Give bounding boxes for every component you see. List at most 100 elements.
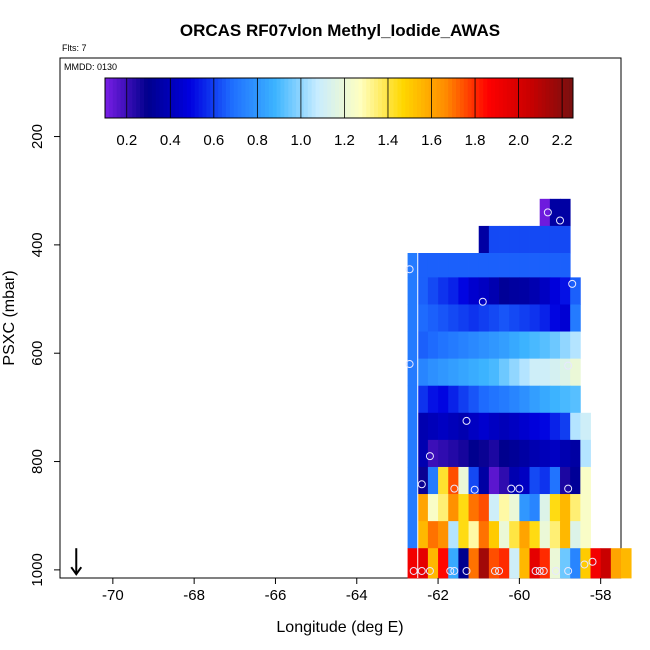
- colorbar-tick-label: 0.6: [203, 132, 224, 149]
- colorbar-swatch: [510, 78, 515, 118]
- colorbar-swatch: [335, 78, 340, 118]
- colorbar-swatch: [147, 78, 153, 118]
- colorbar-tick-label: 0.4: [160, 132, 181, 149]
- heat-cell: [488, 277, 500, 305]
- colorbar-swatch: [288, 78, 293, 118]
- heat-cell: [417, 331, 429, 360]
- colorbar-tick-label: 1.8: [465, 132, 486, 149]
- heat-cell: [427, 253, 439, 278]
- colorbar-swatch: [249, 78, 254, 118]
- x-tick-label: -68: [183, 587, 205, 604]
- heat-cell: [570, 331, 581, 360]
- plot-frame: [59, 57, 622, 579]
- colorbar-swatch: [534, 78, 539, 118]
- heat-cell: [468, 548, 480, 579]
- heat-cell: [549, 225, 561, 254]
- colorbar-swatch: [339, 78, 344, 118]
- heat-cell: [417, 494, 429, 522]
- heat-cell: [438, 277, 449, 305]
- heat-cell: [448, 548, 459, 579]
- heat-cell: [570, 439, 581, 468]
- heat-cell: [549, 494, 561, 522]
- heat-cell: [448, 412, 459, 441]
- heat-cell: [549, 412, 561, 441]
- sample-marker: [568, 279, 577, 288]
- heat-cell: [509, 548, 520, 579]
- heat-cell: [488, 548, 500, 579]
- x-tick-label: -60: [509, 587, 531, 604]
- colorbar-swatch: [155, 78, 161, 118]
- sample-marker: [539, 566, 548, 575]
- heat-cell: [407, 412, 419, 441]
- heat-cell: [458, 385, 469, 414]
- heat-cell: [509, 385, 520, 414]
- heat-cell: [448, 466, 459, 495]
- heat-cell: [549, 439, 561, 468]
- heat-cell: [427, 494, 439, 522]
- heat-cell: [468, 253, 480, 278]
- heat-cell: [560, 304, 571, 332]
- heat-cell: [427, 331, 439, 360]
- heat-cell: [468, 331, 480, 360]
- heat-cell: [407, 521, 419, 549]
- y-axis-label: PSXC (mbar): [1, 270, 18, 365]
- colorbar-swatch: [475, 78, 480, 118]
- y-tick-label: 400: [29, 232, 46, 257]
- colorbar-swatch: [522, 78, 527, 118]
- heat-cell: [580, 548, 591, 579]
- sample-marker: [495, 566, 504, 575]
- colorbar-swatch: [331, 78, 336, 118]
- heat-cell: [539, 412, 551, 441]
- sample-marker: [450, 566, 459, 575]
- colorbar-frame: [104, 77, 574, 119]
- heat-cell: [488, 253, 500, 278]
- colorbar-swatch: [214, 78, 219, 118]
- heat-cell: [438, 385, 449, 414]
- colorbar-swatch: [245, 78, 250, 118]
- heat-cell: [529, 548, 541, 579]
- heat-cell: [468, 385, 480, 414]
- heat-cell: [438, 412, 449, 441]
- heat-cell: [407, 494, 419, 522]
- heat-cell: [549, 304, 561, 332]
- colorbar-swatch: [171, 78, 176, 118]
- heat-cell: [427, 304, 439, 332]
- colorbar-swatch: [175, 78, 180, 118]
- heat-cell: [448, 277, 459, 305]
- heat-cell: [570, 548, 581, 579]
- x-tick-label: -62: [427, 587, 449, 604]
- colorbar-swatch: [237, 78, 242, 118]
- colorbar-swatch: [319, 78, 324, 118]
- heat-cell: [458, 331, 469, 360]
- heat-cell: [417, 439, 429, 468]
- y-tick-label: 1000: [29, 553, 46, 586]
- sample-marker: [409, 566, 418, 575]
- heat-cell: [519, 253, 530, 278]
- colorbar-swatch: [459, 78, 465, 118]
- colorbar-swatch: [471, 78, 476, 118]
- colorbar-swatch: [549, 78, 554, 118]
- colorbar-swatch: [268, 78, 274, 118]
- colorbar-tick-label: 1.6: [421, 132, 442, 149]
- heat-cell: [417, 253, 429, 278]
- heat-cell: [519, 225, 530, 254]
- heat-cell: [478, 439, 490, 468]
- colorbar-tick-label: 0.2: [116, 132, 137, 149]
- heat-cell: [529, 304, 541, 332]
- heat-cell: [560, 253, 571, 278]
- heat-cell: [458, 277, 469, 305]
- colorbar-swatch: [163, 78, 168, 118]
- heat-cell: [448, 304, 459, 332]
- sample-marker: [478, 297, 487, 306]
- colorbar-swatch: [413, 78, 418, 118]
- heat-cell: [478, 494, 490, 522]
- heat-cell: [488, 225, 500, 254]
- sample-marker: [580, 560, 589, 569]
- heat-cell: [458, 358, 469, 387]
- heat-cell: [519, 385, 530, 414]
- colorbar-swatch: [561, 78, 566, 118]
- heat-cell: [529, 358, 541, 387]
- colorbar-swatch: [530, 78, 535, 118]
- heat-cell: [549, 198, 561, 227]
